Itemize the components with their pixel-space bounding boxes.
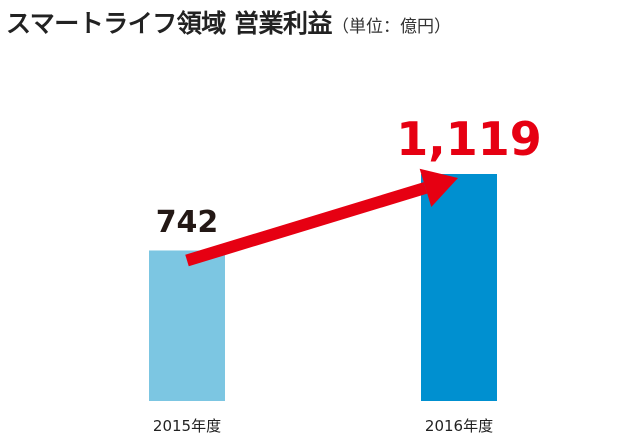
- title-text: スマートライフ領域 営業利益: [6, 9, 332, 38]
- growth-arrow-shaft: [185, 182, 428, 267]
- value-label: 742: [156, 205, 219, 240]
- unit-text: （単位：億円）: [331, 17, 451, 37]
- category-label: 2015年度: [153, 417, 221, 435]
- chart-title: スマートライフ領域 営業利益（単位：億円）: [6, 4, 451, 40]
- value-label: 1,119: [396, 112, 542, 166]
- growth-arrow-head: [419, 168, 458, 208]
- category-label: 2016年度: [425, 417, 493, 435]
- bar-2016年度: [421, 174, 497, 401]
- bar-2015年度: [149, 250, 225, 401]
